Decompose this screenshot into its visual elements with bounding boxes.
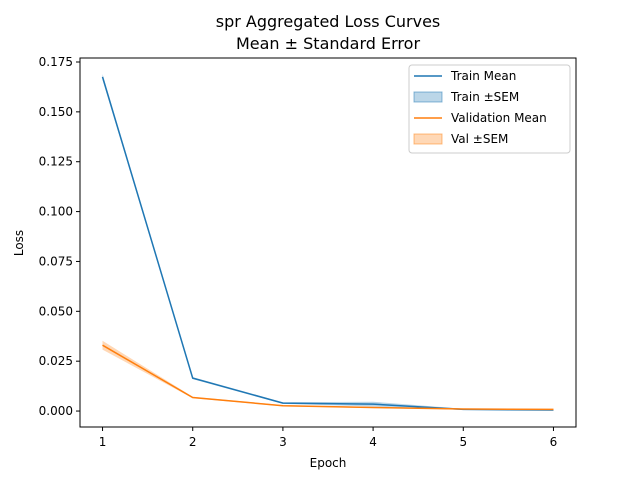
legend-entry-band-1-swatch xyxy=(413,133,443,145)
chart-title: spr Aggregated Loss Curves xyxy=(216,12,441,31)
chart-subtitle: Mean ± Standard Error xyxy=(236,34,420,53)
y-tick-label: 0.150 xyxy=(39,105,73,119)
y-tick-label: 0.000 xyxy=(39,404,73,418)
legend-frame xyxy=(408,64,571,154)
x-axis-label: Epoch xyxy=(310,456,347,470)
mean-lines xyxy=(101,76,554,411)
series-line-1 xyxy=(102,344,554,411)
x-tick-label: 6 xyxy=(550,435,558,449)
y-tick-label: 0.125 xyxy=(39,155,73,169)
x-tick-label: 4 xyxy=(369,435,377,449)
x-tick-label: 1 xyxy=(99,435,107,449)
legend-entry-line-1-label: Validation Mean xyxy=(451,111,547,125)
y-tick-label: 0.100 xyxy=(39,205,73,219)
y-axis-ticks: 0.000 0.025 0.050 0.075 0.100 0.125 0.150 0.175 xyxy=(39,55,80,418)
legend: Train Mean Train ±SEM Validation Mean Val ±… xyxy=(408,64,571,154)
y-axis-label: Loss xyxy=(12,230,26,256)
legend-entry-band-1-label: Val ±SEM xyxy=(451,132,508,146)
y-tick-label: 0.025 xyxy=(39,354,73,368)
sem-band-1 xyxy=(102,340,554,410)
plot-frame xyxy=(79,57,577,428)
y-tick-label: 0.175 xyxy=(39,55,73,69)
x-tick-label: 5 xyxy=(459,435,467,449)
legend-entry-line-0-label: Train Mean xyxy=(450,69,516,83)
x-axis-ticks: 1 2 3 4 5 6 xyxy=(99,427,558,449)
x-tick-label: 3 xyxy=(279,435,287,449)
y-tick-label: 0.075 xyxy=(39,254,73,268)
y-tick-label: 0.050 xyxy=(39,304,73,318)
x-tick-label: 2 xyxy=(189,435,197,449)
legend-entry-band-0-label: Train ±SEM xyxy=(450,90,519,104)
legend-entry-band-0-swatch xyxy=(413,91,443,103)
